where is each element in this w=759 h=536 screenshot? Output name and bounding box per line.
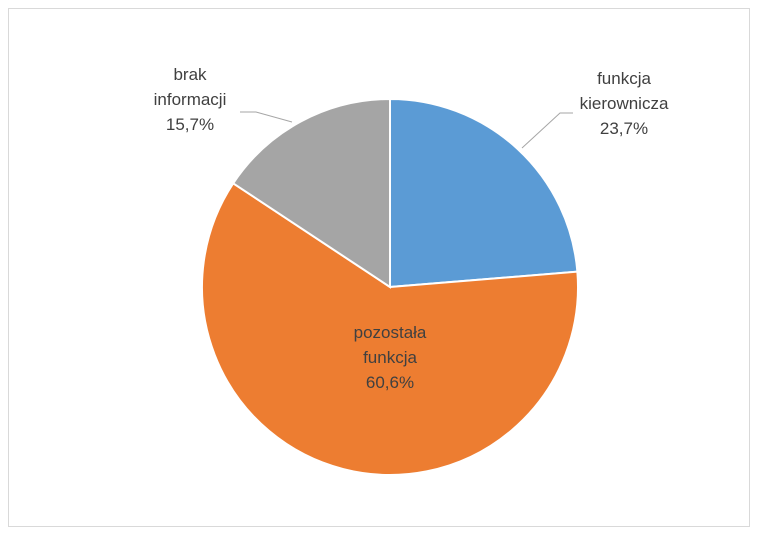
category-label: brak informacji: [153, 65, 227, 109]
pie-slice: [389, 97, 579, 289]
leader-line: [521, 112, 573, 149]
value-label: 60,6%: [365, 373, 415, 392]
category-label: pozostała funkcja: [353, 323, 427, 367]
slice-label: brak informacji 15,7%: [140, 62, 240, 137]
value-label: 23,7%: [599, 119, 649, 138]
pie: [201, 97, 579, 476]
slice-label: funkcja kierownicza 23,7%: [568, 66, 680, 141]
pie-slice: [231, 97, 391, 289]
pie-slice: [201, 181, 579, 476]
leader-line: [240, 111, 293, 123]
slice-label: pozostała funkcja 60,6%: [330, 320, 450, 395]
category-label: funkcja kierownicza: [579, 69, 669, 113]
value-label: 15,7%: [165, 115, 215, 134]
